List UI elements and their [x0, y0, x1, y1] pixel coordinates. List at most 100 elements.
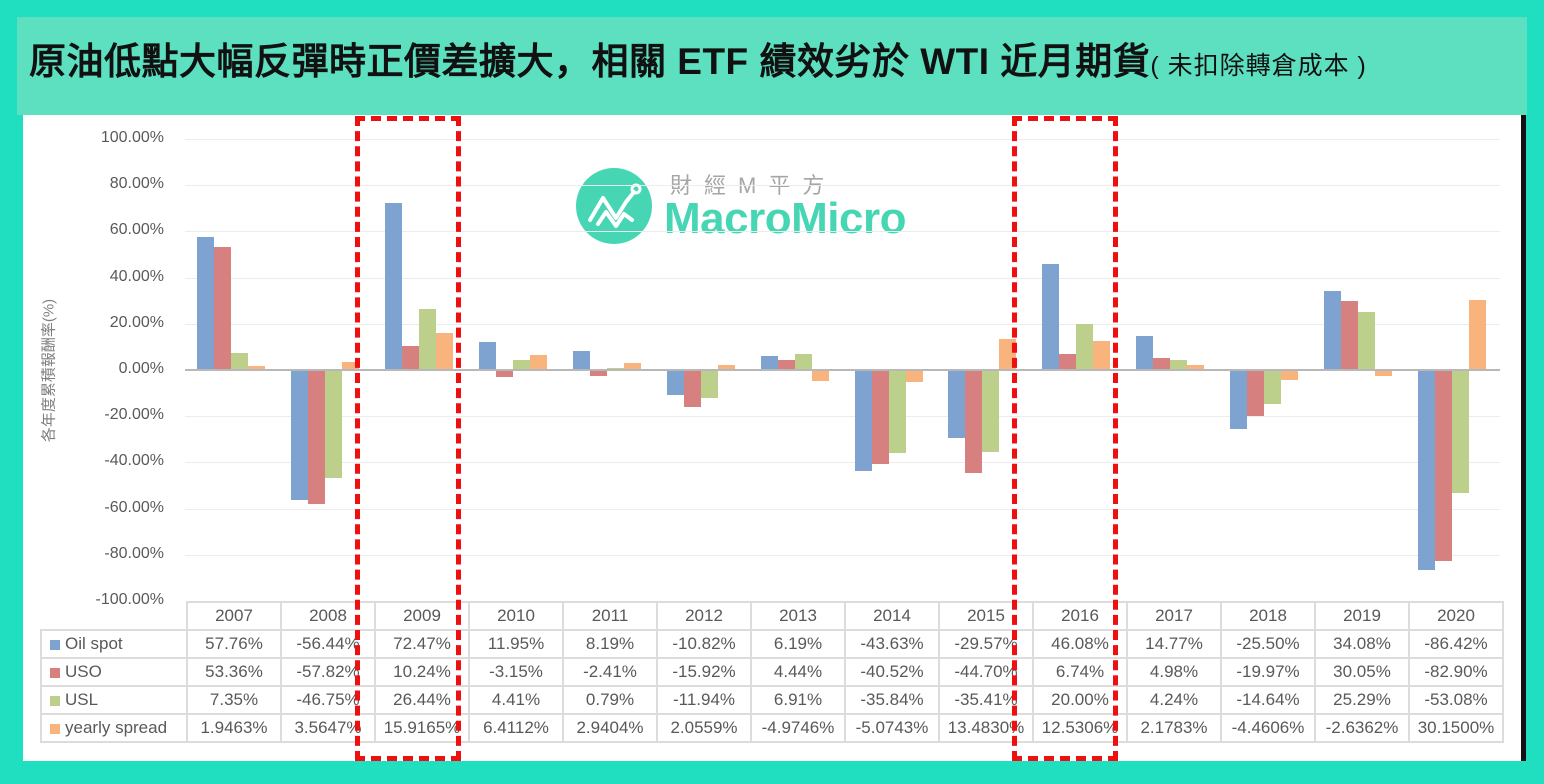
bar-yearly-spread: [717, 365, 735, 370]
highlight-box-2016: [1012, 116, 1119, 761]
bar-uso: [683, 370, 701, 407]
bar-oil-spot: [197, 236, 214, 370]
bar-oil-spot: [1324, 291, 1342, 370]
bar-uso: [777, 359, 795, 370]
bar-yearly-spread: [811, 370, 829, 382]
table-cell: 3.5647%: [280, 713, 376, 743]
table-header-year: 2018: [1220, 601, 1316, 631]
y-tick-label: 60.00%: [109, 221, 164, 239]
table-cell: 20.00%: [1032, 685, 1128, 715]
table-cell: 25.29%: [1314, 685, 1410, 715]
table-cell: 6.19%: [750, 629, 846, 659]
table-header-year: 2020: [1408, 601, 1504, 631]
bar-oil-spot: [1230, 370, 1248, 429]
table-cell: 7.35%: [186, 685, 282, 715]
table-cell: 4.24%: [1126, 685, 1222, 715]
bar-uso: [1247, 370, 1265, 417]
bar-oil-spot: [290, 370, 308, 501]
table-cell: -53.08%: [1408, 685, 1504, 715]
table-header-year: 2017: [1126, 601, 1222, 631]
table-cell: 72.47%: [374, 629, 470, 659]
legend-swatch-icon: [50, 639, 60, 650]
y-tick-label: 100.00%: [100, 129, 164, 146]
bar-uso: [214, 246, 231, 370]
table-cell: 14.77%: [1126, 629, 1222, 659]
table-cell: -44.70%: [938, 657, 1034, 687]
bar-usl: [324, 370, 342, 478]
bar-oil-spot: [1136, 335, 1154, 370]
bar-oil-spot: [572, 351, 590, 370]
table-cell: 2.9404%: [562, 713, 658, 743]
bar-yearly-spread: [905, 370, 923, 382]
table-cell: -25.50%: [1220, 629, 1316, 659]
table-cell: 2.0559%: [656, 713, 752, 743]
bar-yearly-spread: [623, 363, 641, 370]
table-cell: -56.44%: [280, 629, 376, 659]
bar-yearly-spread: [1375, 370, 1393, 377]
gridline: [185, 508, 1500, 510]
gridline: [185, 277, 1500, 279]
data-table: 2007 2008 2009 2010 2011 2012 2013 2014 2015 2016…: [40, 601, 1504, 743]
series-label: yearly spread: [40, 713, 188, 743]
bar-uso: [965, 370, 983, 474]
table-cell: 26.44%: [374, 685, 470, 715]
series-label: Oil spot: [40, 629, 188, 659]
table-row: Oil spot 57.76% -56.44% 72.47% 11.95% 8.19% -1…: [40, 629, 1504, 659]
table-header-year: 2013: [750, 601, 846, 631]
bar-uso: [307, 370, 325, 504]
bar-uso: [1153, 358, 1171, 370]
bar-oil-spot: [1418, 370, 1436, 570]
table-cell: -35.84%: [844, 685, 940, 715]
table-row: USL 7.35% -46.75% 26.44% 4.41% 0.79% -11.94% 6.…: [40, 685, 1504, 715]
table-cell: -4.9746%: [750, 713, 846, 743]
table-cell: 6.91%: [750, 685, 846, 715]
table-cell: -19.97%: [1220, 657, 1316, 687]
bar-uso: [495, 370, 513, 378]
y-tick-label: 80.00%: [109, 175, 164, 193]
table-header-year: 2012: [656, 601, 752, 631]
y-tick-label: 40.00%: [109, 267, 164, 285]
highlight-box-2009: [354, 116, 461, 761]
bar-usl: [418, 308, 436, 370]
table-cell: 46.08%: [1032, 629, 1128, 659]
gridline: [185, 462, 1500, 464]
bar-yearly-spread: [435, 333, 453, 370]
table-header-year: 2014: [844, 601, 940, 631]
table-row: USO 53.36% -57.82% 10.24% -3.15% -2.41% -15.92…: [40, 657, 1504, 687]
bar-oil-spot: [760, 355, 778, 370]
title-subtitle: ( 未扣除轉倉成本 ): [1150, 52, 1367, 80]
table-cell: -10.82%: [656, 629, 752, 659]
bar-usl: [1170, 360, 1188, 370]
table-cell: -29.57%: [938, 629, 1034, 659]
bar-uso: [871, 370, 889, 464]
bar-usl: [794, 354, 812, 370]
bar-yearly-spread: [248, 365, 265, 370]
table-cell: -43.63%: [844, 629, 940, 659]
y-tick-label: -40.00%: [104, 452, 164, 470]
bar-uso: [401, 346, 419, 370]
table-cell: -57.82%: [280, 657, 376, 687]
bar-yearly-spread: [1093, 341, 1111, 370]
table-cell: -2.6362%: [1314, 713, 1410, 743]
bar-usl: [982, 370, 1000, 452]
bar-usl: [512, 359, 530, 370]
table-cell: -4.4606%: [1220, 713, 1316, 743]
bar-yearly-spread: [999, 338, 1017, 370]
logo-text-en: MacroMicro: [664, 194, 906, 243]
table-cell: -14.64%: [1220, 685, 1316, 715]
title-main: 原油低點大幅反彈時正價差擴大，相關 ETF 績效劣於 WTI 近月期貨: [29, 41, 1151, 82]
series-label: USO: [40, 657, 188, 687]
chart-title: 原油低點大幅反彈時正價差擴大，相關 ETF 績效劣於 WTI 近月期貨( 未扣除…: [29, 17, 1367, 115]
y-tick-label: -80.00%: [104, 544, 164, 562]
bar-oil-spot: [666, 370, 684, 395]
table-cell: 11.95%: [468, 629, 564, 659]
bar-oil-spot: [384, 202, 402, 370]
table-header-year: 2016: [1032, 601, 1128, 631]
table-cell: 6.74%: [1032, 657, 1128, 687]
table-cell: 4.41%: [468, 685, 564, 715]
table-cell: -82.90%: [1408, 657, 1504, 687]
table-header-year: 2007: [186, 601, 282, 631]
bar-usl: [888, 370, 906, 453]
gridline: [185, 139, 1500, 140]
bar-uso: [1341, 300, 1359, 370]
